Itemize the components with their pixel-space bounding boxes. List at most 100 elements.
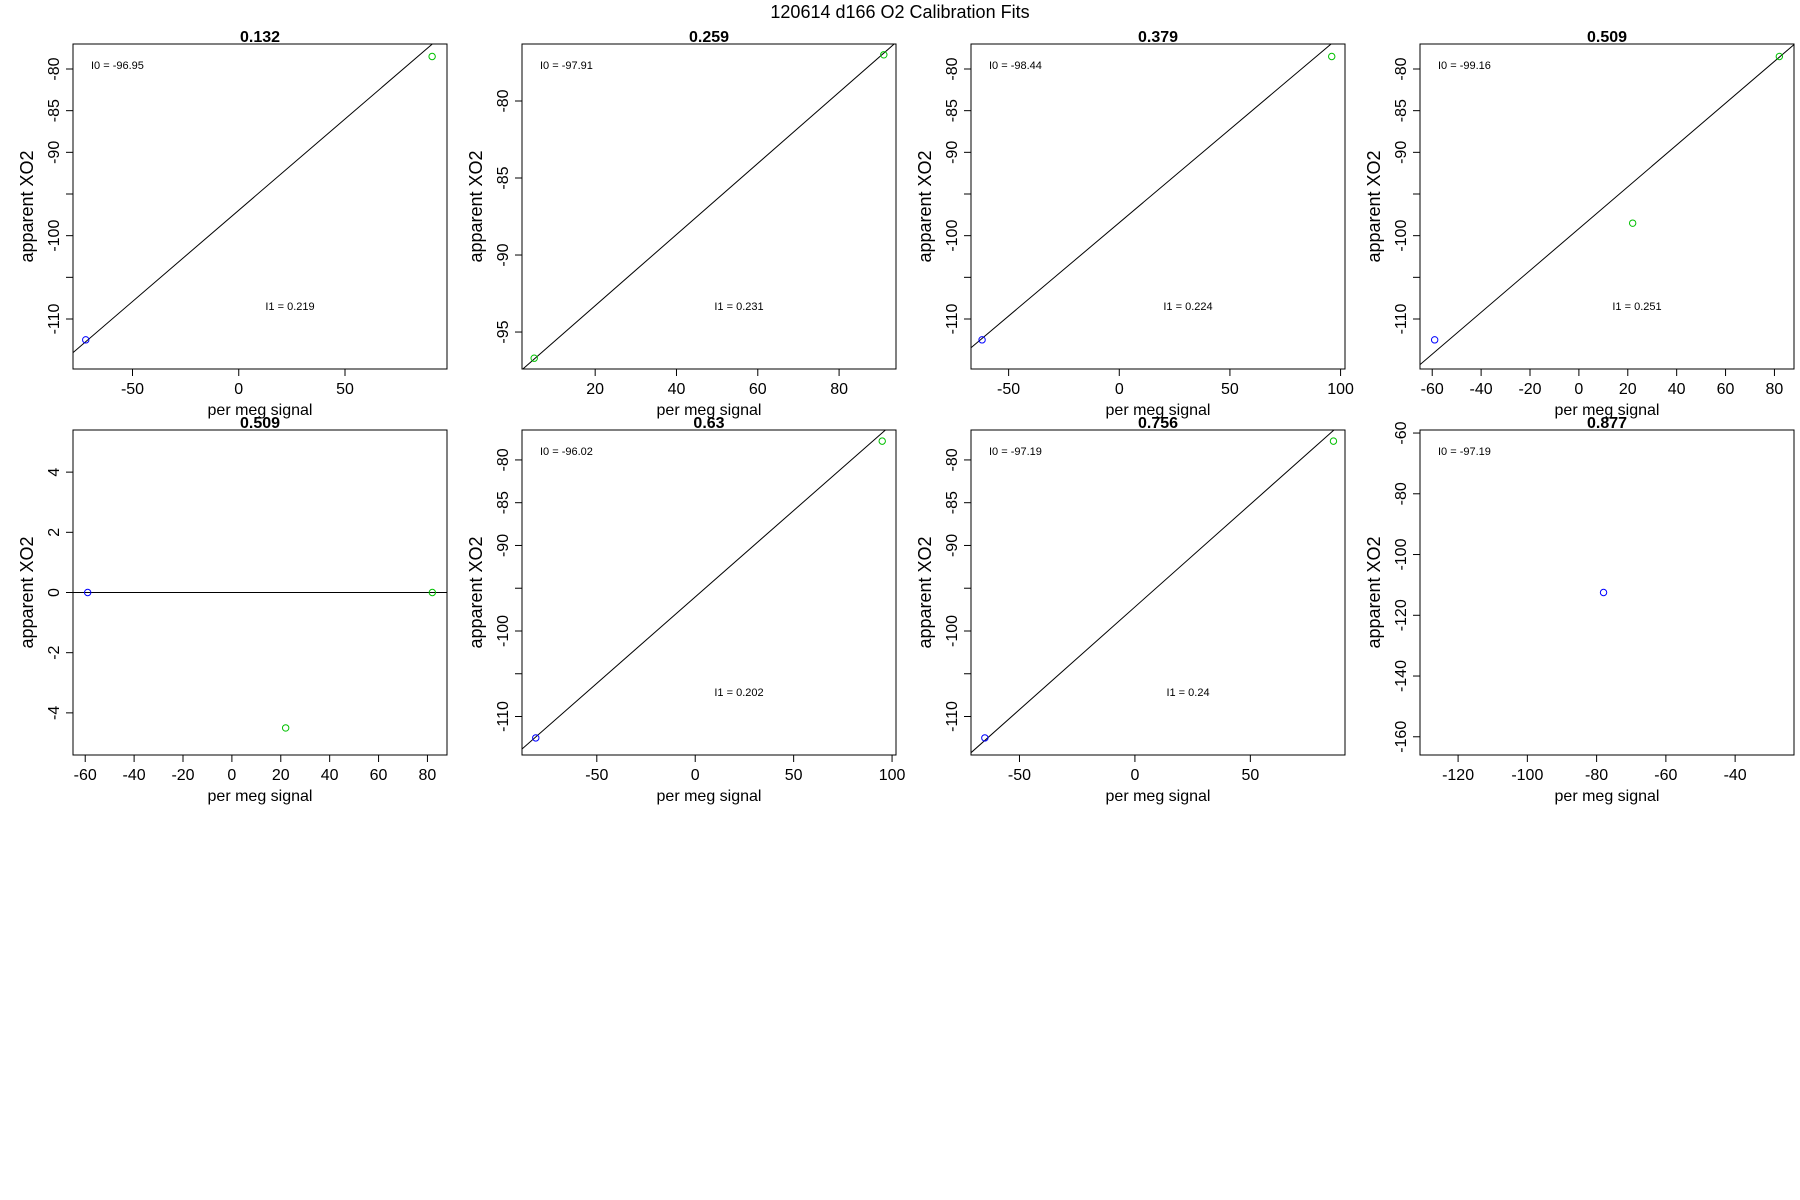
chart-panel: 0.877 -120 -100 -80 -60 -40 per meg signal -60 -… xyxy=(1364,415,1795,805)
y-tick-label: -100 xyxy=(1393,538,1410,570)
x-tick-label: 60 xyxy=(370,767,388,784)
chart-panel: 0.756 -50 0 50 per meg signal -80 -85 -90 -100 -1… xyxy=(915,415,1346,805)
plot-frame xyxy=(72,43,448,370)
y-tick-label: -110 xyxy=(46,303,63,334)
x-axis-label: per meg signal xyxy=(1106,788,1211,805)
plot-area xyxy=(971,430,1335,754)
data-point xyxy=(428,588,437,597)
plot-area xyxy=(522,430,887,750)
fit-line xyxy=(522,430,887,750)
y-tick-label: -4 xyxy=(46,706,63,720)
chart-panel: 0.379 -50 0 50 100 per meg signal -80 -85 -90 -10… xyxy=(915,29,1354,419)
x-tick-label: -40 xyxy=(123,767,146,784)
x-tick-label: 50 xyxy=(785,767,803,784)
x-axis-label: per meg signal xyxy=(657,788,762,805)
x-tick-label: 0 xyxy=(1574,381,1583,398)
x-tick-label: 0 xyxy=(1130,767,1139,784)
y-tick-label: -85 xyxy=(944,491,961,514)
y-tick-label: -95 xyxy=(495,320,512,343)
x-tick-label: 0 xyxy=(227,767,236,784)
plot-area xyxy=(1420,44,1794,366)
x-tick-label: 50 xyxy=(1221,381,1239,398)
x-tick-label: -80 xyxy=(1585,767,1608,784)
y-tick-label: 2 xyxy=(46,528,63,537)
data-point xyxy=(1329,437,1338,445)
plot-frame xyxy=(970,43,1346,370)
data-point xyxy=(981,734,989,742)
intercept-annotation: I0 = -97.19 xyxy=(989,446,1042,458)
y-tick-label: -100 xyxy=(944,220,961,252)
y-tick-label: -100 xyxy=(944,615,961,647)
y-tick-label: -80 xyxy=(495,448,512,471)
panel-title: 0.132 xyxy=(240,29,280,46)
data-point xyxy=(1328,52,1336,61)
plot-frame xyxy=(1419,43,1795,370)
plot-frame xyxy=(521,43,897,370)
x-tick-label: -60 xyxy=(1421,381,1444,398)
x-tick-label: 80 xyxy=(1766,381,1784,398)
data-point xyxy=(1599,588,1608,597)
x-tick-label: 80 xyxy=(830,381,848,398)
y-tick-label: -110 xyxy=(495,701,512,732)
slope-annotation: I1 = 0.202 xyxy=(714,687,763,699)
y-axis-label: apparent XO2 xyxy=(1364,536,1384,648)
x-tick-label: 100 xyxy=(879,767,906,784)
plot-area xyxy=(971,44,1332,349)
y-tick-label: -80 xyxy=(495,89,512,112)
y-tick-label: -90 xyxy=(46,141,63,164)
x-tick-label: 50 xyxy=(336,381,354,398)
y-tick-label: -100 xyxy=(495,615,512,647)
data-point xyxy=(532,734,540,742)
fit-line xyxy=(971,44,1332,349)
x-tick-label: -50 xyxy=(1008,767,1031,784)
slope-annotation: I1 = 0.219 xyxy=(265,301,314,313)
x-tick-label: 20 xyxy=(272,767,290,784)
x-tick-label: -60 xyxy=(74,767,97,784)
x-axis-label: per meg signal xyxy=(1555,402,1660,419)
chart-panel: 0.259 20 40 60 80 per meg signal -80 -85 -90 -95 a… xyxy=(466,29,897,419)
chart-panel: 0.132 -50 0 50 per meg signal -80 -85 -90 -100 -1… xyxy=(17,29,448,419)
x-tick-label: 50 xyxy=(1241,767,1259,784)
y-tick-label: -120 xyxy=(1393,599,1410,631)
x-tick-label: 20 xyxy=(1619,381,1637,398)
slope-annotation: I1 = 0.24 xyxy=(1166,687,1209,699)
y-tick-label: -140 xyxy=(1393,660,1410,692)
data-point xyxy=(978,336,986,344)
intercept-annotation: I0 = -96.95 xyxy=(91,60,144,72)
y-tick-label: -85 xyxy=(495,166,512,189)
panel-title: 0.509 xyxy=(240,415,280,432)
x-tick-label: -120 xyxy=(1442,767,1474,784)
x-tick-label: -20 xyxy=(1518,381,1541,398)
y-tick-label: -110 xyxy=(1393,303,1410,334)
data-point xyxy=(281,724,290,732)
x-axis-label: per meg signal xyxy=(208,402,313,419)
plot-area xyxy=(522,44,895,369)
y-axis-label: apparent XO2 xyxy=(915,536,935,648)
x-tick-label: 60 xyxy=(1717,381,1735,398)
x-tick-label: 0 xyxy=(691,767,700,784)
y-axis-label: apparent XO2 xyxy=(466,150,486,262)
y-tick-label: -90 xyxy=(1393,141,1410,164)
chart-panel: 0.63 -50 0 50 100 per meg signal -80 -85 -90 -100… xyxy=(466,415,906,805)
y-tick-label: 4 xyxy=(46,468,63,477)
panel-title: 0.379 xyxy=(1138,29,1178,46)
x-axis-label: per meg signal xyxy=(208,788,313,805)
data-point xyxy=(83,588,92,597)
y-tick-label: -90 xyxy=(495,534,512,557)
y-tick-label: 0 xyxy=(46,588,63,597)
x-tick-label: -50 xyxy=(997,381,1020,398)
x-tick-label: 0 xyxy=(234,381,243,398)
data-point xyxy=(428,52,436,61)
data-point xyxy=(530,354,538,362)
intercept-annotation: I0 = -97.19 xyxy=(1438,446,1491,458)
y-tick-label: -100 xyxy=(1393,220,1410,252)
figure-title: 120614 d166 O2 Calibration Fits xyxy=(770,2,1029,22)
x-tick-label: 60 xyxy=(749,381,767,398)
x-tick-label: 0 xyxy=(1115,381,1124,398)
y-tick-label: -85 xyxy=(46,99,63,122)
x-axis-label: per meg signal xyxy=(1106,402,1211,419)
panel-title: 0.63 xyxy=(693,415,724,432)
data-point xyxy=(82,336,90,344)
y-tick-label: -160 xyxy=(1393,721,1410,753)
